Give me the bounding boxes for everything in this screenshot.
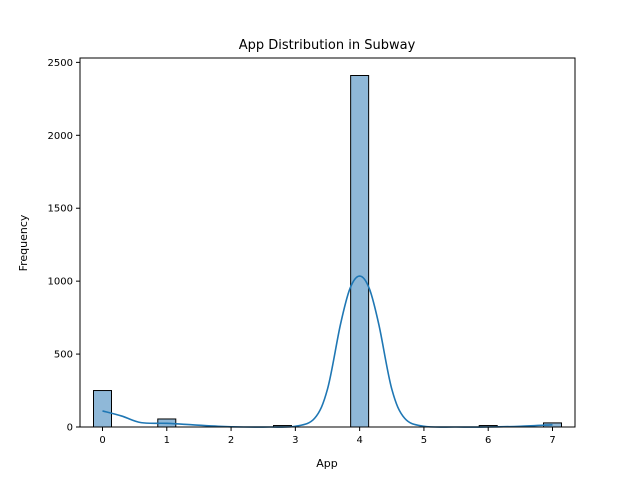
x-axis: 0 1 2 3 4 5 6 7	[99, 427, 556, 446]
x-tick-label-2: 2	[228, 435, 234, 446]
kde-group	[102, 275, 553, 428]
x-axis-label: App	[316, 457, 338, 470]
y-axis-label: Frequency	[17, 214, 30, 271]
bar-3	[350, 75, 370, 428]
y-tick-label-1000: 1000	[48, 277, 73, 288]
chart-title: App Distribution in Subway	[239, 38, 416, 53]
x-tick-label-4: 4	[356, 435, 362, 446]
bar-0	[93, 390, 112, 428]
y-tick-label-1500: 1500	[48, 204, 73, 215]
x-tick-label-0: 0	[99, 435, 105, 446]
x-tick-label-1: 1	[164, 435, 170, 446]
x-tick-label-6: 6	[485, 435, 491, 446]
x-tick-label-3: 3	[292, 435, 298, 446]
y-axis: 0 500 1000 1500 2000 2500	[48, 58, 80, 434]
x-tick-label-5: 5	[421, 435, 427, 446]
x-tick-label-7: 7	[549, 435, 555, 446]
plot-frame	[79, 57, 576, 428]
kde-line	[102, 275, 553, 428]
y-tick-label-0: 0	[67, 423, 73, 434]
y-tick-label-2000: 2000	[48, 131, 73, 142]
y-tick-label-2500: 2500	[48, 58, 73, 69]
bars-group	[93, 75, 562, 428]
y-tick-label-500: 500	[54, 350, 73, 361]
